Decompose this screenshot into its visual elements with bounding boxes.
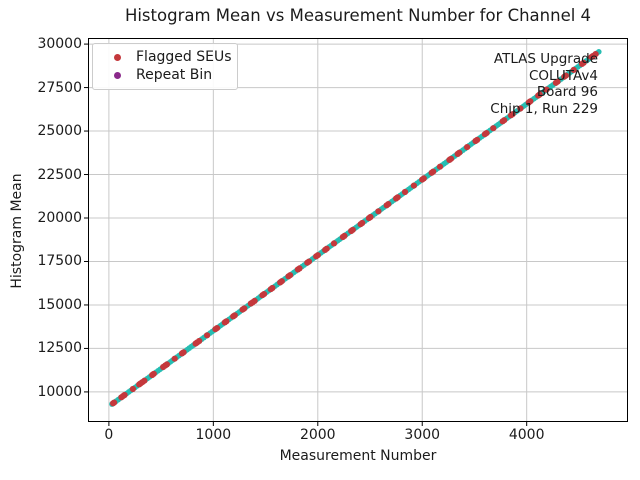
annotation-line: Board 96 (536, 84, 598, 100)
y-tick-label: 12500 (37, 340, 82, 357)
chart-title: Histogram Mean vs Measurement Number for… (124, 6, 592, 25)
y-tick-label: 17500 (37, 253, 82, 270)
y-tick-label: 20000 (37, 210, 82, 226)
y-tick-label: 22500 (37, 166, 82, 183)
x-tick-label: 3000 (404, 427, 441, 443)
annotation-line: Chip 1, Run 229 (490, 100, 598, 117)
y-axis-label: Histogram Mean (9, 173, 25, 289)
y-tick-label: 10000 (37, 383, 82, 400)
x-axis-label: Measurement Number (279, 448, 437, 464)
x-tick-label: 0 (104, 427, 114, 443)
annotation-block: ATLAS Upgrade COLUTAv4 Board 96 Chip 1, … (490, 51, 598, 117)
legend-label: Repeat Bin (136, 67, 213, 83)
x-tick-label: 1000 (195, 427, 232, 443)
annotation-line: ATLAS Upgrade (493, 51, 598, 67)
x-tick-label: 2000 (299, 427, 336, 443)
y-tick-label: 15000 (37, 296, 82, 313)
y-tick-label: 30000 (37, 36, 82, 53)
repeat-bin-marker-icon (114, 71, 121, 79)
legend: Flagged SEUs Repeat Bin (92, 43, 238, 90)
legend-item-repeat-bin: Repeat Bin (93, 66, 237, 84)
legend-label: Flagged SEUs (136, 49, 232, 65)
x-tick-label: 4000 (508, 427, 545, 443)
annotation-line: COLUTAv4 (528, 67, 598, 84)
flagged-seus-marker-icon (114, 53, 121, 61)
legend-item-flagged-seus: Flagged SEUs (93, 48, 237, 66)
y-tick-label: 27500 (37, 79, 82, 96)
y-tick-label: 25000 (37, 123, 82, 140)
